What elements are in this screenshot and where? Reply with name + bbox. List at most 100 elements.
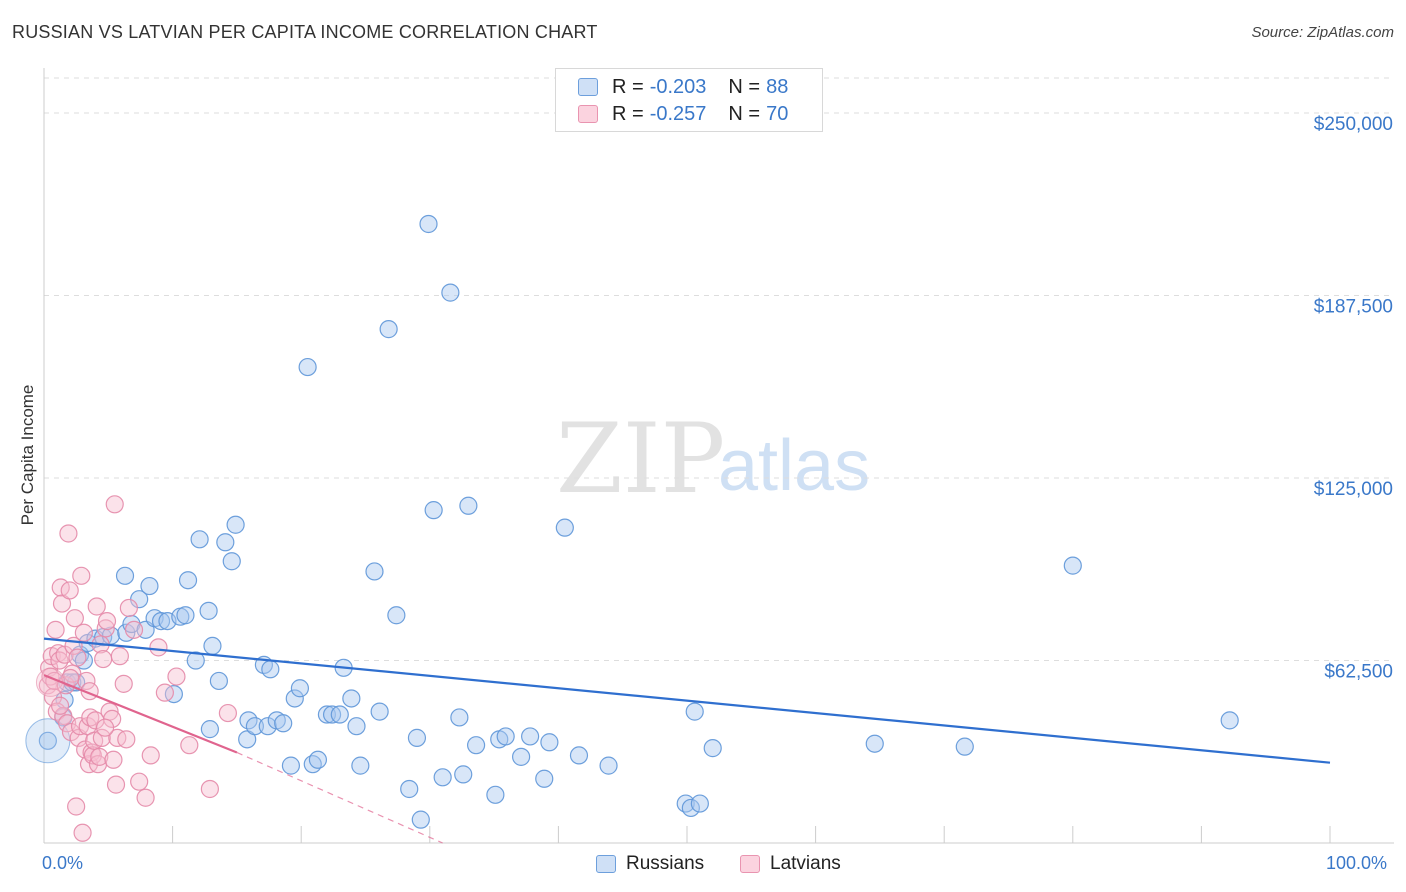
y-tick-label: $62,500 bbox=[1324, 662, 1393, 683]
russians-trend-line bbox=[43, 637, 1331, 764]
russians-point bbox=[865, 734, 884, 753]
russians-point bbox=[190, 530, 209, 549]
n-value: 70 bbox=[766, 102, 789, 125]
gridlines bbox=[44, 77, 1394, 662]
latvians-point bbox=[59, 524, 78, 543]
n-label: N = bbox=[728, 75, 761, 98]
russians-point bbox=[186, 651, 205, 670]
latvians-legend-label: Latvians bbox=[770, 853, 841, 874]
russians-point bbox=[424, 501, 443, 520]
russians-point bbox=[681, 798, 700, 818]
latvians-point bbox=[74, 623, 93, 642]
n-value: 88 bbox=[766, 75, 789, 98]
latvians-point bbox=[50, 651, 69, 670]
russians-point bbox=[496, 727, 515, 746]
legend-item-latvians: Latvians bbox=[740, 852, 841, 876]
latvians-point bbox=[136, 788, 155, 807]
russians-point bbox=[209, 671, 228, 691]
watermark: ZIP atlas bbox=[556, 403, 870, 515]
x-tick-label-max: 100.0% bbox=[1326, 853, 1388, 873]
latvians-point bbox=[83, 746, 102, 765]
latvians-trend-extension bbox=[236, 751, 443, 844]
latvians-point bbox=[46, 620, 65, 639]
russians-point bbox=[317, 705, 337, 724]
russians-legend-label: Russians bbox=[626, 853, 705, 874]
russians-point bbox=[1063, 556, 1082, 575]
russians-point bbox=[400, 779, 419, 799]
axes bbox=[43, 68, 1394, 844]
russians-point bbox=[466, 736, 486, 755]
russians-point bbox=[441, 283, 460, 302]
latvians-point bbox=[81, 708, 100, 727]
russians-point bbox=[450, 708, 469, 727]
russians-point bbox=[285, 689, 304, 708]
russians-point bbox=[203, 636, 222, 656]
r-value: -0.257 bbox=[649, 102, 707, 125]
russians-point bbox=[407, 728, 427, 747]
russians-point bbox=[454, 765, 473, 784]
y-tick-label: $250,000 bbox=[1314, 114, 1393, 135]
latvians-point bbox=[96, 619, 115, 638]
russians-point bbox=[176, 606, 195, 625]
latvians-point bbox=[155, 683, 174, 702]
russians-legend-swatch bbox=[596, 855, 616, 873]
y-tick-label: $125,000 bbox=[1314, 479, 1393, 500]
latvians-point bbox=[92, 728, 111, 747]
russians-point bbox=[459, 496, 478, 515]
latvians-point bbox=[73, 823, 92, 842]
watermark-atlas: atlas bbox=[718, 426, 870, 506]
russians-point bbox=[281, 756, 301, 775]
latvians-point bbox=[49, 644, 68, 663]
y-axis-label: Per Capita Income bbox=[18, 384, 37, 526]
latvians-point bbox=[108, 728, 127, 747]
russians-point bbox=[342, 689, 361, 708]
latvians-point bbox=[65, 609, 84, 628]
russians-point bbox=[258, 717, 277, 736]
latvians-point bbox=[117, 730, 136, 749]
russians-point bbox=[274, 714, 293, 733]
y-tick-label: $187,500 bbox=[1314, 297, 1393, 318]
russians-point bbox=[178, 571, 198, 590]
russians-point bbox=[555, 518, 574, 537]
russians-point bbox=[222, 552, 241, 571]
n-label: N = bbox=[728, 102, 761, 125]
chart-title: RUSSIAN VS LATVIAN PER CAPITA INCOME COR… bbox=[12, 22, 598, 42]
latvians-point bbox=[68, 648, 87, 667]
r-value: -0.203 bbox=[649, 75, 707, 98]
latvians-point bbox=[167, 667, 186, 686]
russians-point bbox=[569, 746, 589, 765]
russians-point bbox=[164, 684, 183, 704]
russians-point bbox=[703, 739, 722, 758]
russians-point bbox=[365, 562, 384, 581]
russians-point bbox=[370, 702, 389, 721]
y-tick-labels: $62,500 $125,000 $187,500 $250,000 bbox=[1314, 114, 1393, 682]
legend-item-russians: Russians bbox=[596, 852, 704, 876]
latvians-point bbox=[90, 747, 109, 766]
russians-point bbox=[685, 702, 704, 721]
russians-point bbox=[290, 679, 310, 698]
russians-point bbox=[379, 320, 398, 339]
russians-point bbox=[351, 756, 370, 775]
latvians-points bbox=[35, 495, 237, 842]
russians-point bbox=[38, 731, 57, 750]
r-label: R = bbox=[612, 102, 644, 125]
latvians-point bbox=[87, 597, 106, 616]
russians-point bbox=[540, 733, 559, 752]
russians-point bbox=[486, 785, 505, 804]
russians-point bbox=[261, 660, 280, 679]
latvians-point bbox=[60, 581, 79, 600]
source-note: Source: ZipAtlas.com bbox=[1251, 24, 1394, 41]
latvians-point bbox=[110, 647, 129, 666]
russians-point bbox=[599, 756, 618, 775]
latvians-point bbox=[72, 566, 91, 585]
russians-point bbox=[433, 768, 452, 787]
latvians-point bbox=[124, 620, 144, 639]
latvians-point bbox=[94, 649, 113, 669]
trend-lines bbox=[43, 637, 1331, 844]
latvians-point bbox=[130, 772, 149, 791]
russians-point bbox=[521, 727, 540, 746]
russians-point bbox=[322, 705, 342, 724]
russians-point bbox=[411, 810, 430, 829]
legend-row-russians: R = -0.203 N = 88 bbox=[578, 76, 788, 98]
